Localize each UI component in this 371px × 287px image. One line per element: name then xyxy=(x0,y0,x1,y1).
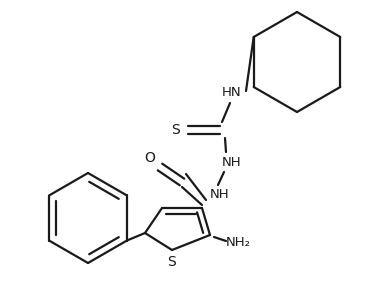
Text: S: S xyxy=(168,255,176,269)
Text: NH₂: NH₂ xyxy=(226,236,250,249)
Text: S: S xyxy=(171,123,179,137)
Text: O: O xyxy=(145,151,155,165)
Text: NH: NH xyxy=(210,189,230,201)
Text: NH: NH xyxy=(222,156,242,168)
Text: HN: HN xyxy=(222,86,242,100)
